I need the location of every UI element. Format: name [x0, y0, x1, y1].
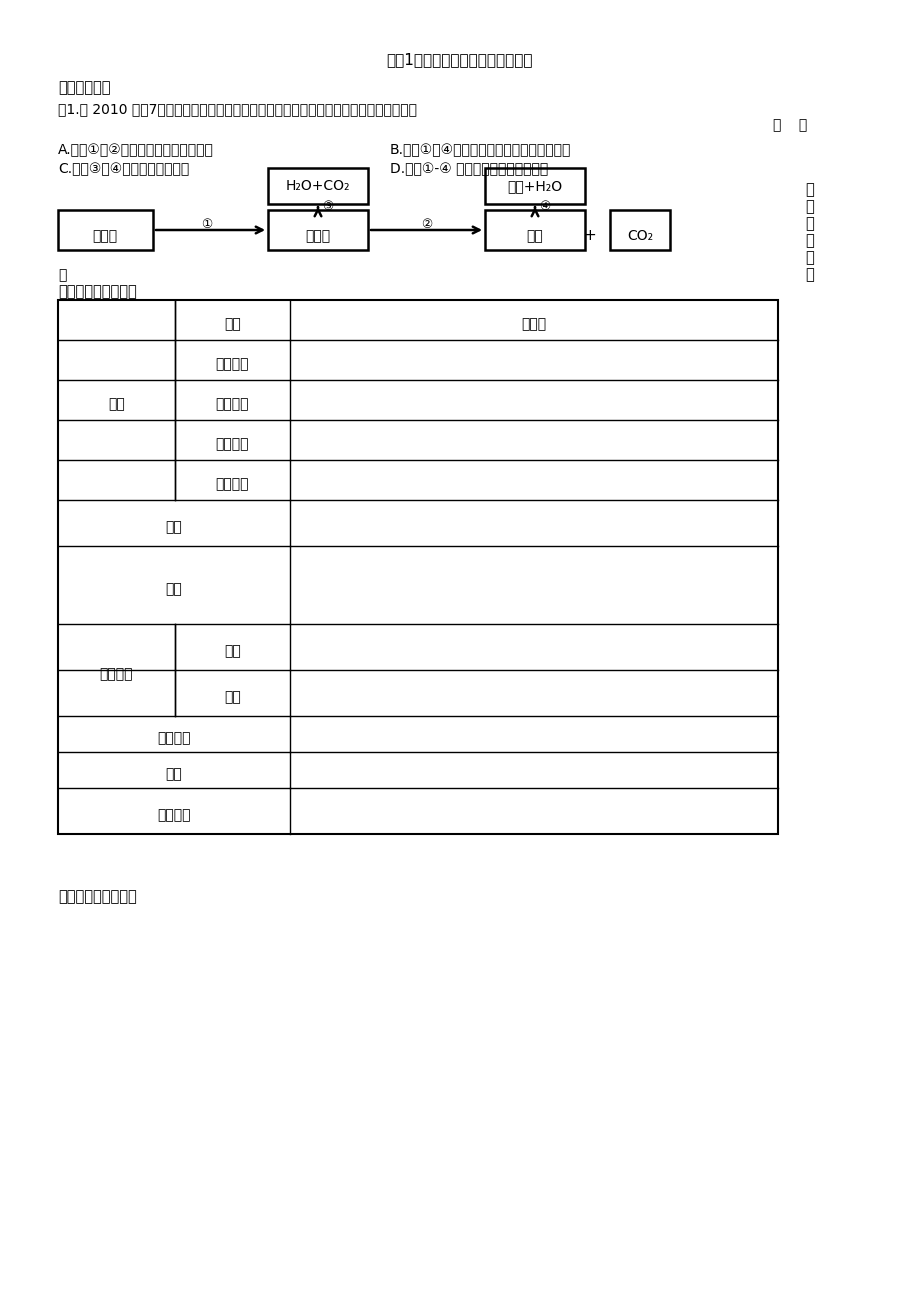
Text: 细胞类型: 细胞类型	[216, 357, 249, 371]
Bar	[484, 210, 584, 250]
Text: 丙酮酸: 丙酮酸	[305, 229, 330, 243]
Text: A.过程①和②都只能发生在缺氧条件下: A.过程①和②都只能发生在缺氧条件下	[58, 143, 213, 158]
Text: 条件控制: 条件控制	[99, 667, 133, 681]
Text: 原理: 原理	[165, 582, 182, 596]
Text: 葡萄糖: 葡萄糖	[92, 229, 118, 243]
Text: B.过程①和④都只发生在酵母细胞的线粒体中: B.过程①和④都只发生在酵母细胞的线粒体中	[390, 143, 571, 158]
Text: 菌种: 菌种	[108, 397, 125, 411]
Text: 代谢类型: 代谢类型	[216, 397, 249, 411]
Text: 产品: 产品	[165, 767, 182, 781]
Text: 现: 现	[58, 268, 66, 283]
Text: 溶氧: 溶氧	[224, 690, 241, 704]
Text: ③: ③	[322, 199, 333, 212]
Bar	[267, 210, 368, 250]
Text: 发酵过程: 发酵过程	[157, 809, 190, 822]
Text: +: +	[583, 228, 596, 243]
Text: 二: 二	[805, 182, 813, 197]
Bar	[484, 168, 584, 204]
Text: CO₂: CO₂	[626, 229, 652, 243]
Text: ④: ④	[539, 199, 550, 212]
Text: D.过程①-④ 所需的最适温度基本相同: D.过程①-④ 所需的最适温度基本相同	[390, 161, 548, 176]
Text: 繁殖方式: 繁殖方式	[216, 477, 249, 491]
Bar	[58, 299, 777, 835]
Text: ①: ①	[201, 217, 212, 230]
Text: 课题1果酒和果醇的制作（教学案）: 课题1果酒和果醇的制作（教学案）	[386, 52, 533, 66]
Text: 醃酸+H₂O: 醃酸+H₂O	[507, 178, 562, 193]
Text: 温度: 温度	[224, 644, 241, 658]
Text: 、: 、	[805, 199, 813, 214]
Text: 考: 考	[805, 216, 813, 230]
Text: ②: ②	[421, 217, 432, 230]
Text: H₂O+CO₂: H₂O+CO₂	[286, 178, 350, 193]
Text: 现: 现	[805, 267, 813, 283]
Text: 考点一：果酒的制作: 考点一：果酒的制作	[58, 284, 137, 299]
Text: 点: 点	[805, 233, 813, 247]
Text: 一、高考鑄接: 一、高考鑄接	[58, 79, 110, 95]
Text: 原料: 原料	[165, 519, 182, 534]
Text: 适宜温度: 适宜温度	[216, 437, 249, 450]
Text: 例1.（ 2010 江苏7）下图表示果酒和果醇制作过程中的物质变化过程，下列叙述正确的是: 例1.（ 2010 江苏7）下图表示果酒和果醇制作过程中的物质变化过程，下列叙述…	[58, 102, 416, 116]
Text: 考点二：果醇的制作: 考点二：果醇的制作	[58, 889, 137, 904]
Text: 名称: 名称	[224, 316, 241, 331]
Text: （    ）: （ ）	[772, 118, 806, 132]
Text: 酵母菌: 酵母菌	[521, 316, 546, 331]
Bar	[609, 210, 669, 250]
Text: 制作周期: 制作周期	[157, 730, 190, 745]
Text: 乙醇: 乙醇	[526, 229, 543, 243]
Bar	[267, 168, 368, 204]
Bar	[58, 210, 153, 250]
Text: C.过程③和④都需要氧气的参与: C.过程③和④都需要氧气的参与	[58, 161, 189, 176]
Text: 再: 再	[805, 250, 813, 266]
